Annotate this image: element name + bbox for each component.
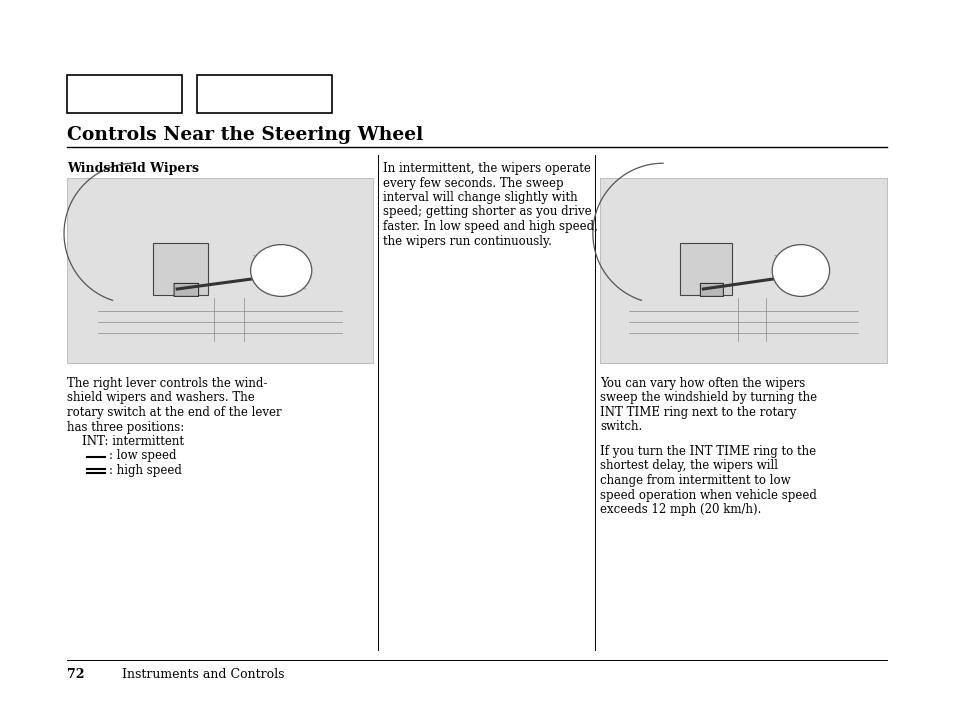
Text: Instruments and Controls: Instruments and Controls bbox=[122, 668, 284, 681]
Text: exceeds 12 mph (20 km/h).: exceeds 12 mph (20 km/h). bbox=[599, 503, 760, 516]
Text: : low speed: : low speed bbox=[109, 449, 176, 462]
Text: faster. In low speed and high speed,: faster. In low speed and high speed, bbox=[382, 220, 598, 233]
Bar bbox=[196, 75, 332, 113]
Text: 72: 72 bbox=[67, 668, 85, 681]
Text: has three positions:: has three positions: bbox=[67, 420, 184, 434]
Text: INT TIME ring next to the rotary: INT TIME ring next to the rotary bbox=[599, 406, 796, 419]
Text: speed operation when vehicle speed: speed operation when vehicle speed bbox=[599, 488, 816, 501]
Text: sweep the windshield by turning the: sweep the windshield by turning the bbox=[599, 391, 817, 405]
Text: Windshield Wipers: Windshield Wipers bbox=[67, 162, 199, 175]
Bar bbox=[67, 75, 182, 113]
Text: shortest delay, the wipers will: shortest delay, the wipers will bbox=[599, 459, 778, 472]
Bar bbox=[599, 178, 886, 363]
Text: The right lever controls the wind-: The right lever controls the wind- bbox=[67, 377, 267, 390]
Bar bbox=[152, 243, 208, 295]
Ellipse shape bbox=[251, 245, 312, 296]
Text: the wipers run continuously.: the wipers run continuously. bbox=[382, 234, 551, 248]
Text: every few seconds. The sweep: every few seconds. The sweep bbox=[382, 177, 563, 190]
Text: interval will change slightly with: interval will change slightly with bbox=[382, 191, 577, 204]
Ellipse shape bbox=[771, 245, 829, 296]
Text: speed; getting shorter as you drive: speed; getting shorter as you drive bbox=[382, 205, 591, 219]
FancyBboxPatch shape bbox=[700, 283, 722, 296]
Text: change from intermittent to low: change from intermittent to low bbox=[599, 474, 790, 487]
Text: In intermittent, the wipers operate: In intermittent, the wipers operate bbox=[382, 162, 590, 175]
FancyBboxPatch shape bbox=[173, 283, 198, 296]
Bar bbox=[67, 178, 373, 363]
Text: INT: intermittent: INT: intermittent bbox=[67, 435, 184, 448]
Text: If you turn the INT TIME ring to the: If you turn the INT TIME ring to the bbox=[599, 445, 815, 458]
Text: shield wipers and washers. The: shield wipers and washers. The bbox=[67, 391, 254, 405]
Text: : high speed: : high speed bbox=[109, 464, 182, 477]
Text: switch.: switch. bbox=[599, 420, 641, 434]
Bar bbox=[679, 243, 731, 295]
Text: You can vary how often the wipers: You can vary how often the wipers bbox=[599, 377, 804, 390]
Text: Controls Near the Steering Wheel: Controls Near the Steering Wheel bbox=[67, 126, 423, 144]
Text: rotary switch at the end of the lever: rotary switch at the end of the lever bbox=[67, 406, 281, 419]
